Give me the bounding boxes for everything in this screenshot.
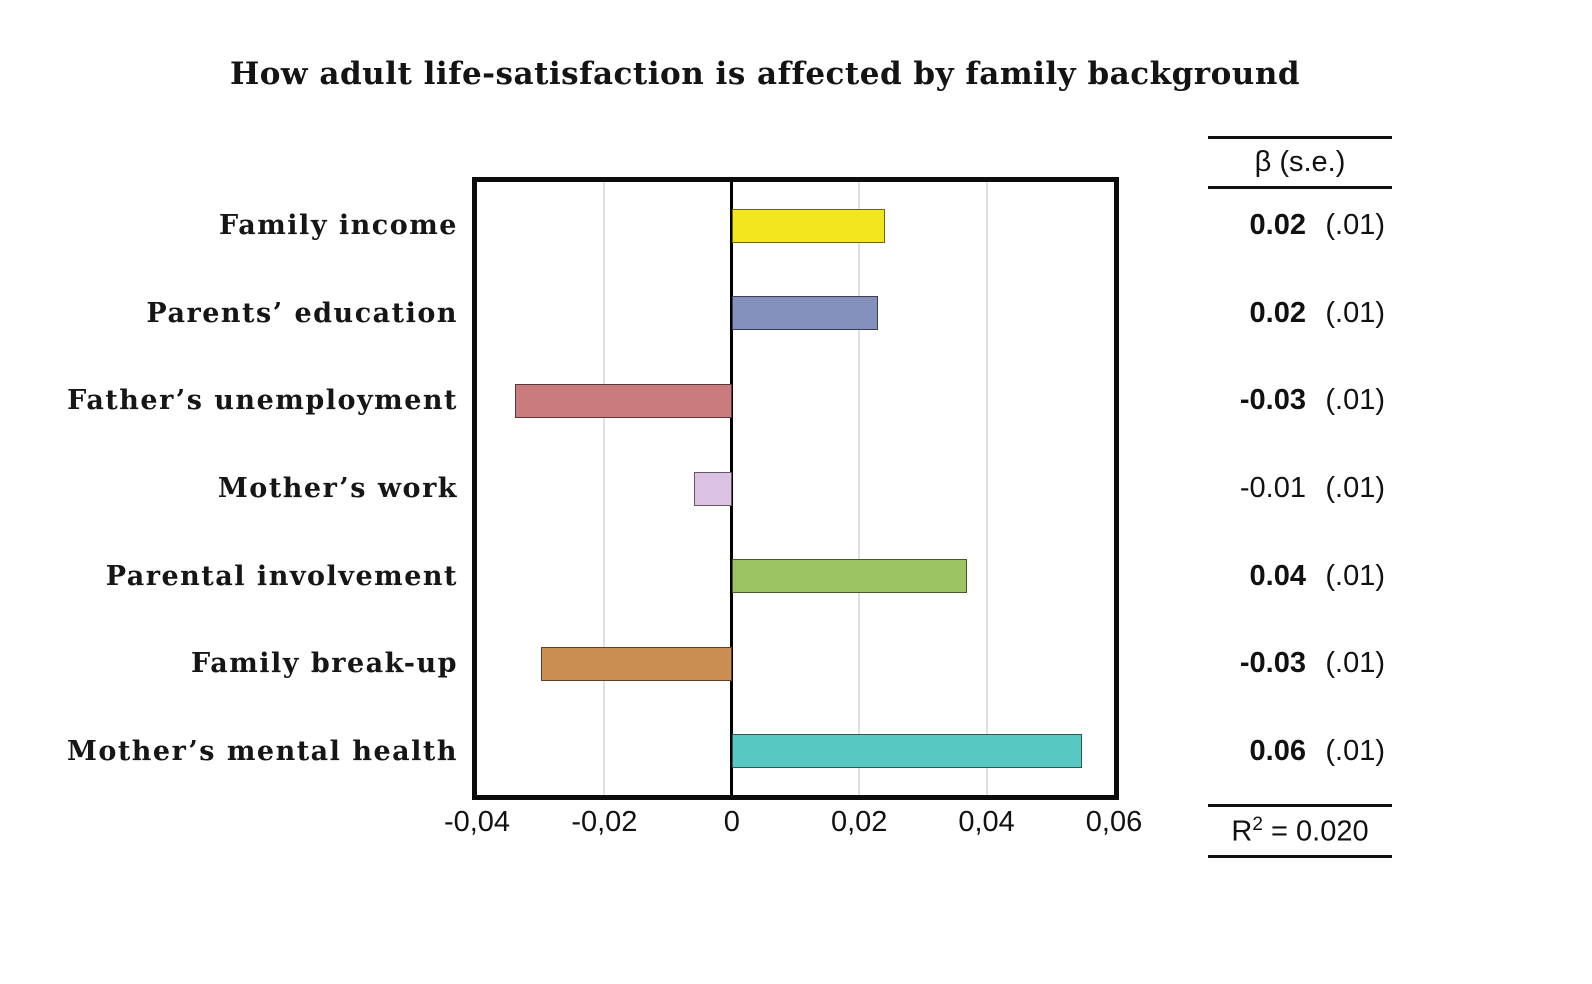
plot-area (472, 177, 1119, 800)
stat-row-parents-education: 0.02 (.01) (1190, 270, 1385, 358)
category-label-parents-education: Parents’ education (146, 297, 458, 329)
standard-error-value: (.01) (1325, 296, 1385, 329)
r-squared-footer: R2 = 0.020 (1208, 804, 1392, 858)
stat-row-family-income: 0.02 (.01) (1190, 182, 1385, 270)
x-tick-label-0.06: 0,06 (1085, 806, 1143, 838)
stat-row-family-break-up: -0.03 (.01) (1190, 620, 1385, 708)
x-tick-label-0.04: 0,04 (958, 806, 1015, 838)
zero-axis-line (730, 182, 734, 795)
category-label-mother-s-mental-health: Mother’s mental health (66, 735, 458, 767)
category-label-father-s-unemployment: Father’s unemployment (67, 385, 458, 417)
vertical-gridline (985, 182, 988, 795)
beta-value: -0.01 (1239, 471, 1306, 504)
standard-error-value: (.01) (1325, 647, 1385, 680)
r-squared-label: R2 = 0.020 (1231, 813, 1369, 848)
bar-parents-education (731, 296, 879, 331)
stat-row-mother-s-mental-health: 0.06 (.01) (1190, 707, 1385, 795)
stat-row-mother-s-work: -0.01 (.01) (1190, 445, 1385, 533)
beta-value: 0.02 (1249, 296, 1306, 329)
standard-error-value: (.01) (1325, 734, 1385, 767)
standard-error-value: (.01) (1325, 384, 1385, 417)
category-label-family-income: Family income (219, 210, 458, 242)
beta-value: -0.03 (1239, 384, 1306, 417)
category-label-family-break-up: Family break-up (191, 648, 458, 680)
standard-error-value: (.01) (1325, 559, 1385, 592)
beta-se-header-label: β (s.e.) (1254, 146, 1346, 178)
category-label-mother-s-work: Mother’s work (217, 472, 458, 504)
x-tick-label-0: 0 (723, 806, 740, 838)
beta-value: 0.04 (1249, 559, 1306, 592)
chart-title: How adult life-satisfaction is affected … (229, 56, 1301, 92)
bar-mother-s-mental-health (731, 734, 1083, 769)
x-tick-label--0.04: -0,04 (443, 806, 511, 838)
bar-family-income (731, 208, 885, 243)
vertical-gridline (858, 182, 861, 795)
beta-value: -0.03 (1239, 647, 1306, 680)
bar-parental-involvement (731, 559, 968, 594)
stat-row-parental-involvement: 0.04 (.01) (1190, 532, 1385, 620)
x-tick-label-0.02: 0,02 (830, 806, 888, 838)
category-label-parental-involvement: Parental involvement (105, 560, 458, 592)
bar-father-s-unemployment (515, 383, 732, 418)
stat-row-father-s-unemployment: -0.03 (.01) (1190, 357, 1385, 445)
standard-error-value: (.01) (1325, 209, 1385, 242)
vertical-gridline (603, 182, 606, 795)
bar-family-break-up (540, 646, 732, 681)
bar-mother-s-work (693, 471, 732, 506)
x-tick-label--0.02: -0,02 (571, 806, 638, 838)
standard-error-value: (.01) (1325, 471, 1385, 504)
beta-value: 0.06 (1249, 734, 1306, 767)
stats-table-header: β (s.e.) (1208, 136, 1392, 189)
beta-value: 0.02 (1249, 209, 1306, 242)
